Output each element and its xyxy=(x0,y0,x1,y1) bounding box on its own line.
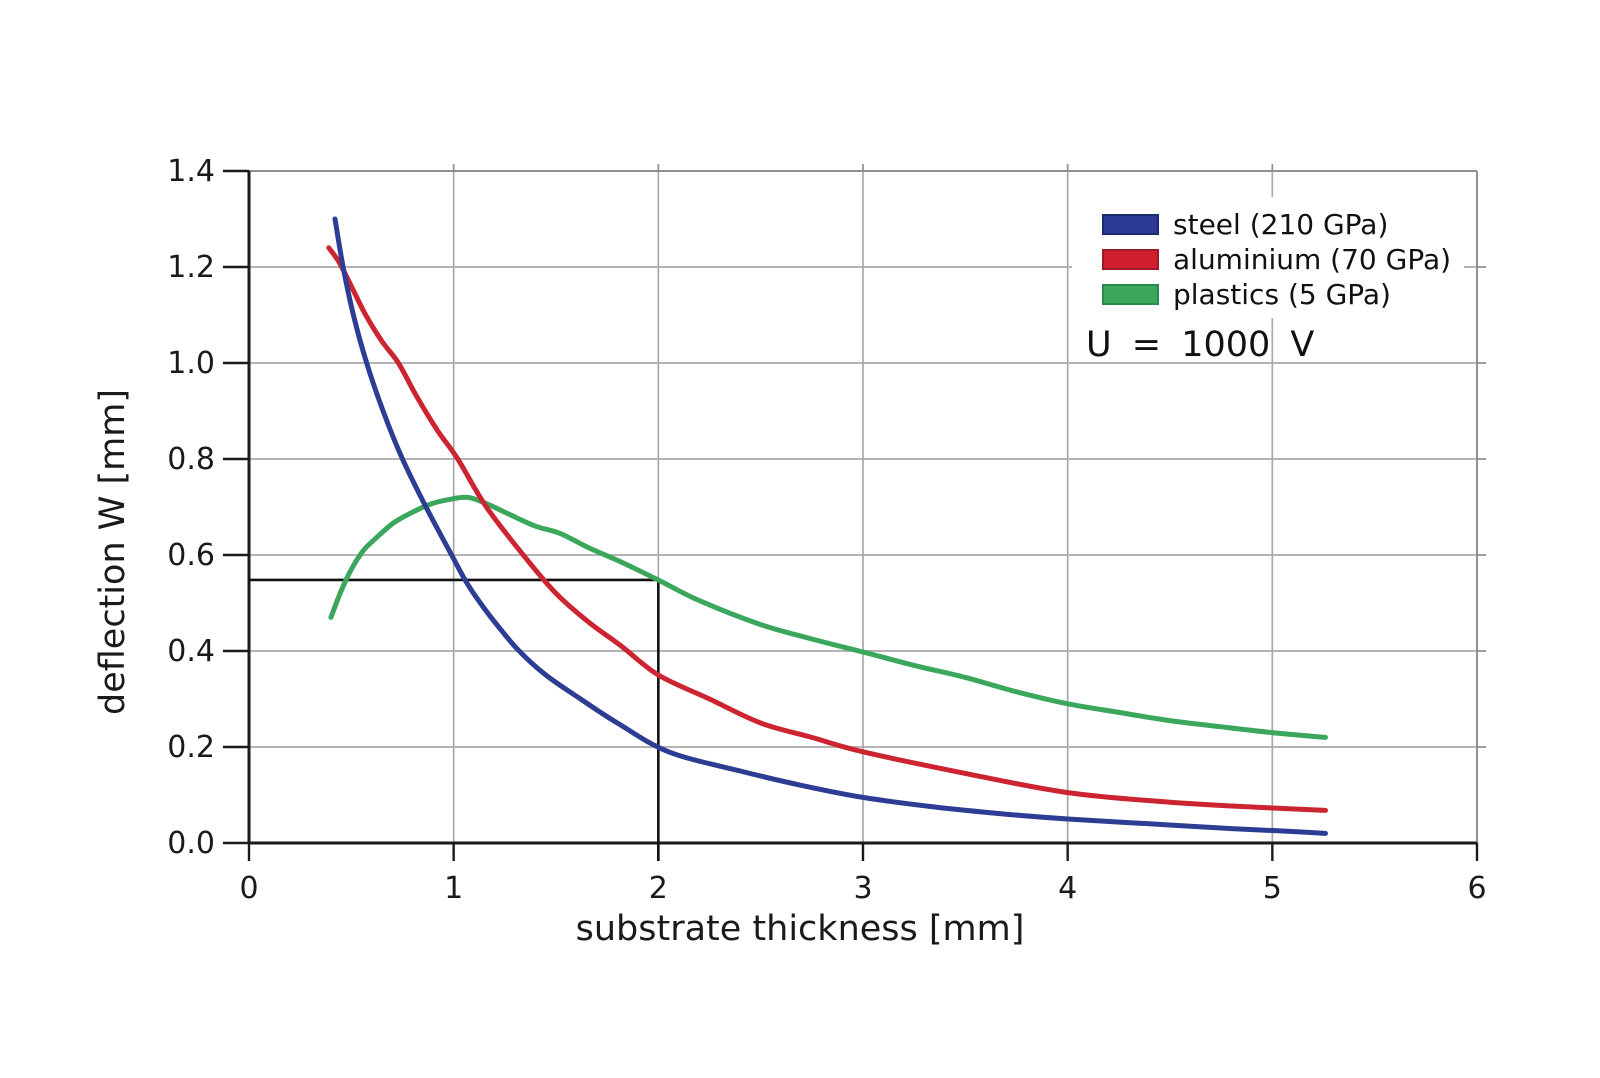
legend-item-aluminium: aluminium (70 GPa) xyxy=(1102,242,1464,277)
y-tick-label-0.8: 0.8 xyxy=(167,442,215,477)
y-tick-label-0.4: 0.4 xyxy=(167,634,215,669)
x-tick-label-6: 6 xyxy=(1467,871,1486,906)
x-tick-label-3: 3 xyxy=(853,871,872,906)
tick-layer xyxy=(223,164,1486,861)
grid-layer xyxy=(249,171,1477,843)
legend-label-plastics: plastics (5 GPa) xyxy=(1173,278,1391,311)
y-tick-label-1.2: 1.2 xyxy=(167,250,215,285)
legend-label-steel: steel (210 GPa) xyxy=(1173,208,1389,241)
legend-swatch-plastics-icon xyxy=(1102,284,1159,305)
legend-swatch-aluminium-icon xyxy=(1102,249,1159,270)
x-tick-label-4: 4 xyxy=(1058,871,1077,906)
reference-line-layer xyxy=(249,578,660,861)
y-tick-label-0.0: 0.0 xyxy=(167,826,215,861)
legend-swatch-steel-icon xyxy=(1102,214,1159,235)
curve-steel xyxy=(332,216,1328,836)
y-axis-label: deflection W [mm] xyxy=(93,389,133,715)
x-tick-label-1: 1 xyxy=(444,871,463,906)
y-tick-label-0.2: 0.2 xyxy=(167,730,215,765)
legend-item-steel: steel (210 GPa) xyxy=(1102,207,1464,242)
x-axis-label: substrate thickness [mm] xyxy=(575,909,1025,949)
curve-plastics xyxy=(328,494,1328,740)
legend-label-aluminium: aluminium (70 GPa) xyxy=(1173,243,1452,276)
x-tick-label-0: 0 xyxy=(239,871,258,906)
legend-item-plastics: plastics (5 GPa) xyxy=(1102,277,1464,312)
curve-aluminium xyxy=(326,245,1328,813)
y-tick-label-1.0: 1.0 xyxy=(167,346,215,381)
x-tick-label-5: 5 xyxy=(1263,871,1282,906)
curve-layer xyxy=(326,216,1328,836)
x-tick-label-2: 2 xyxy=(649,871,668,906)
voltage-annotation: U = 1000 V xyxy=(1086,325,1315,365)
tick-label-layer: 0 1 2 3 4 5 6 0.0 0.2 0.4 0.6 0.8 1.0 1.2 1.4 xyxy=(167,154,1486,906)
y-tick-label-1.4: 1.4 xyxy=(167,154,215,189)
y-tick-label-0.6: 0.6 xyxy=(167,538,215,573)
legend: steel (210 GPa) aluminium (70 GPa) plast… xyxy=(1072,197,1464,318)
